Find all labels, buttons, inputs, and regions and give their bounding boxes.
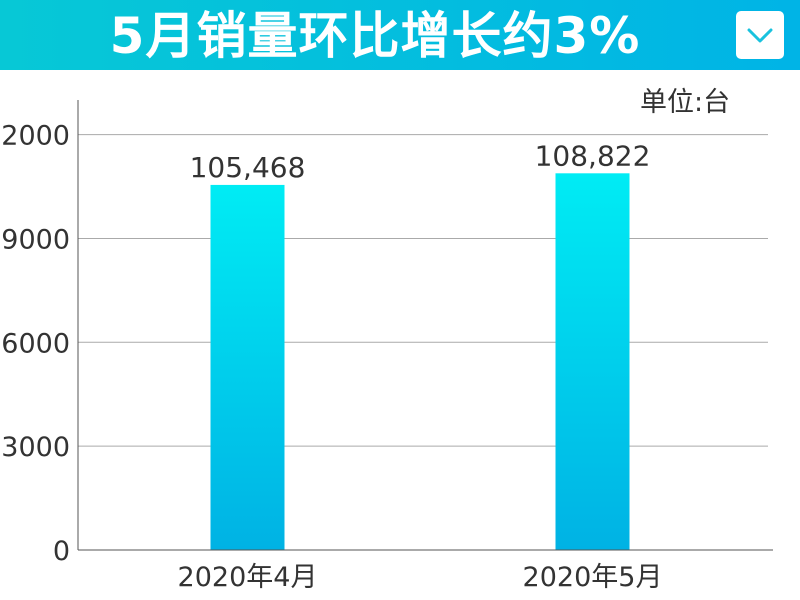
chevron-down-icon xyxy=(747,28,773,43)
bar xyxy=(210,184,285,550)
y-tick-label: 6000 xyxy=(1,328,70,359)
y-tick-label: 12000 xyxy=(0,121,70,152)
page-title: 5月销量环比增长约3% xyxy=(109,7,641,65)
dropdown-button[interactable] xyxy=(736,11,784,59)
unit-label: 单位:台 xyxy=(640,87,731,118)
bar xyxy=(555,173,630,550)
x-tick-label: 2020年4月 xyxy=(178,562,318,593)
y-tick-label: 0 xyxy=(53,536,70,567)
data-label: 105,468 xyxy=(190,151,306,184)
y-tick-label: 3000 xyxy=(1,432,70,463)
header-bar: 5月销量环比增长约3% xyxy=(0,0,800,70)
y-tick-label: 9000 xyxy=(1,224,70,255)
x-tick-label: 2020年5月 xyxy=(523,562,663,593)
data-label: 108,822 xyxy=(535,139,651,172)
